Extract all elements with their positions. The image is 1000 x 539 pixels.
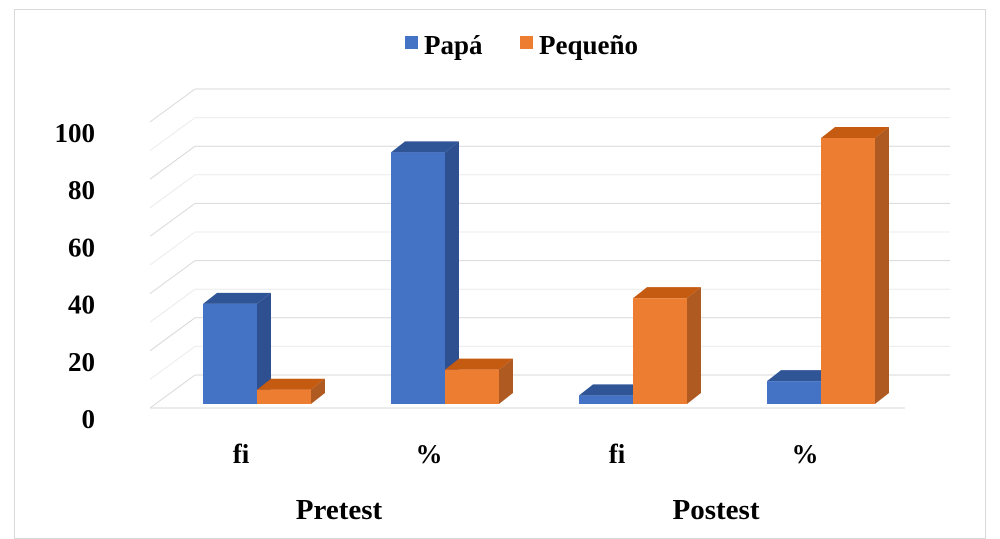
y-tick-label: 100 xyxy=(55,118,96,148)
bar-papa-1 xyxy=(203,292,271,404)
bar-side xyxy=(499,358,513,404)
gridline-side xyxy=(149,88,196,123)
y-tick-label: 60 xyxy=(68,232,95,262)
gridline-minor-side xyxy=(149,117,196,152)
legend-label-pequeno: Pequeño xyxy=(539,30,638,60)
bar-top xyxy=(445,358,513,370)
y-tick-label: 40 xyxy=(68,290,95,320)
gridline-side xyxy=(149,202,196,237)
legend: Papá Pequeño xyxy=(405,30,638,60)
bar-front xyxy=(821,138,875,404)
legend-swatch-pequeno xyxy=(520,36,533,49)
y-axis: 0 20 40 60 80 100 xyxy=(55,118,96,434)
bar-side xyxy=(311,378,325,404)
bars xyxy=(203,127,889,405)
x-tick-label: fi xyxy=(609,439,626,469)
bar-papa-2 xyxy=(391,141,459,404)
bar-pequeno-4 xyxy=(821,127,889,405)
gridline-side xyxy=(149,145,196,180)
bar-side xyxy=(875,127,889,405)
x-tick-label: % xyxy=(416,439,443,469)
bar-side xyxy=(687,287,701,404)
y-tick-label: 80 xyxy=(68,175,95,205)
gridline-side xyxy=(149,260,196,295)
gridline-minor-side xyxy=(149,288,196,323)
bar-top xyxy=(203,292,271,304)
y-tick-label: 0 xyxy=(82,404,96,434)
bar-top xyxy=(391,141,459,153)
bar-side xyxy=(257,292,271,404)
bar-top xyxy=(633,287,701,299)
bar-front xyxy=(445,369,499,404)
bar-front xyxy=(767,381,821,404)
bar-pequeno-1 xyxy=(257,378,325,404)
bar-front xyxy=(579,395,633,404)
bar-front xyxy=(203,303,257,404)
bar-top xyxy=(821,127,889,139)
bar-pequeno-3 xyxy=(633,287,701,404)
legend-swatch-papa xyxy=(405,36,418,49)
x-axis: fi% fi % Pretest Postest xyxy=(233,439,819,521)
y-tick-label: 20 xyxy=(68,347,95,377)
bar-front xyxy=(257,389,311,404)
legend-label-papa: Papá xyxy=(424,30,483,60)
bar-front xyxy=(391,152,445,404)
bar-front xyxy=(633,298,687,404)
x-tick-label: % xyxy=(792,439,819,469)
gridline-minor-side xyxy=(149,231,196,266)
bar-top xyxy=(767,370,835,382)
bar-top xyxy=(579,384,647,396)
gridline-minor-side xyxy=(149,174,196,209)
group-label-pretest: Pretest xyxy=(296,494,383,521)
x-tick-label: fi xyxy=(233,439,250,469)
gridline-side xyxy=(149,374,196,409)
bar-chart-3d: Papá Pequeño 0 20 40 60 80 100 fi% fi % Pretest P… xyxy=(55,30,950,521)
bar-top xyxy=(257,378,325,390)
gridline-minor-side xyxy=(149,345,196,380)
group-label-postest: Postest xyxy=(673,494,760,521)
bar-pequeno-2 xyxy=(445,358,513,404)
bar-side xyxy=(445,141,459,404)
gridline-side xyxy=(149,317,196,352)
